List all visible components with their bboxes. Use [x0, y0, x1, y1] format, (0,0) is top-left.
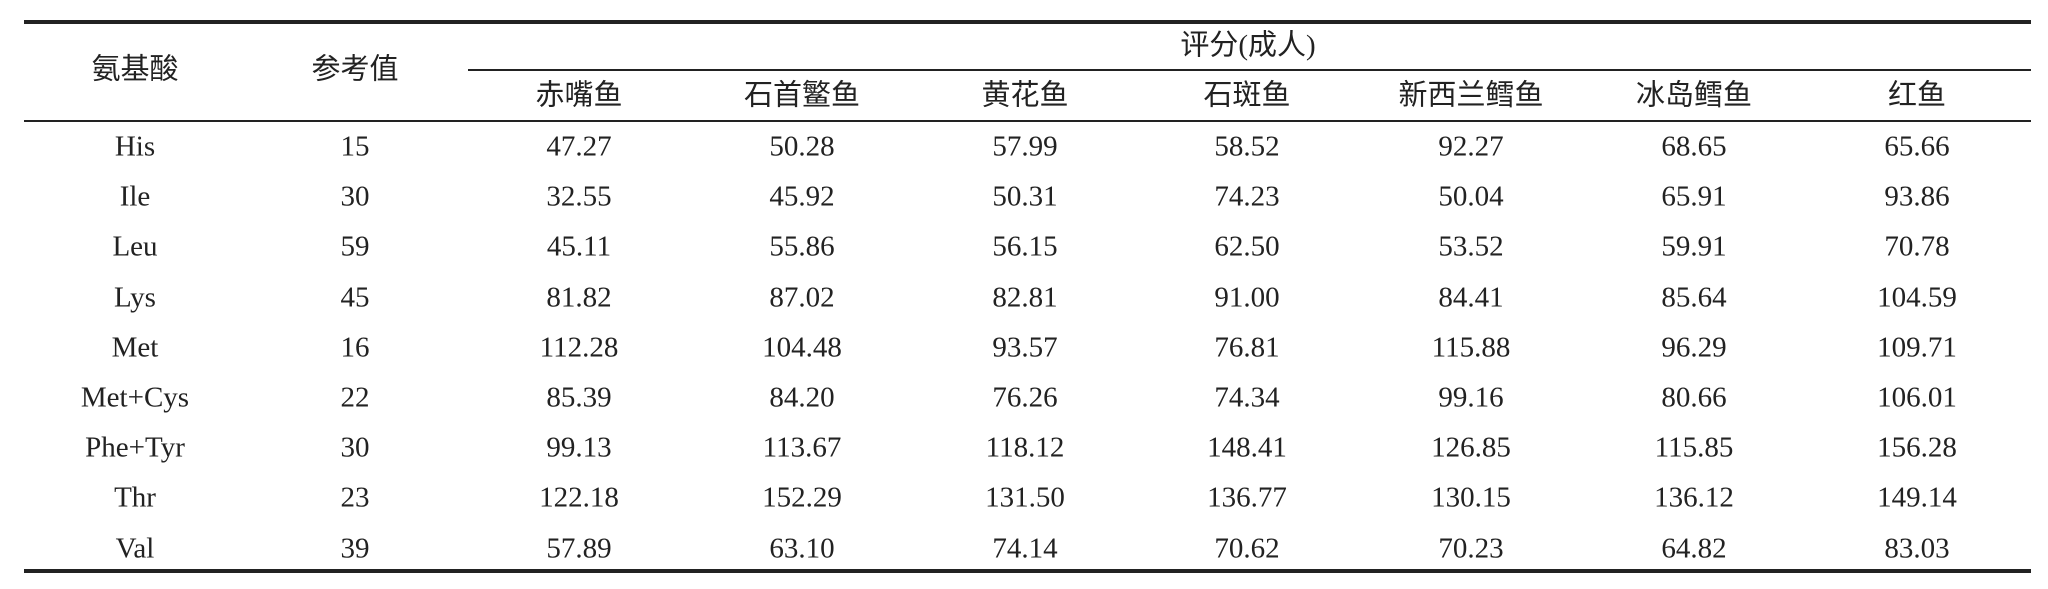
table-cell: 65.66	[1884, 130, 1950, 163]
table-cell: 80.66	[1661, 381, 1727, 414]
table-cell: 122.18	[539, 481, 619, 514]
table-cell: Met+Cys	[80, 381, 190, 414]
table-cell: 92.27	[1438, 130, 1504, 163]
table-cell: 104.59	[1877, 281, 1957, 314]
top-rule	[24, 20, 2031, 24]
header-cell: 冰岛鳕鱼	[1635, 79, 1753, 112]
table-cell: 23	[340, 481, 370, 514]
table-cell: 115.85	[1654, 431, 1734, 464]
table-cell: 96.29	[1661, 331, 1727, 364]
table-cell: 106.01	[1877, 381, 1957, 414]
group-header: 评分(成人)	[1180, 29, 1316, 62]
table-cell: 84.41	[1438, 281, 1504, 314]
table-cell: 136.77	[1207, 481, 1287, 514]
table-cell: 47.27	[546, 130, 612, 163]
table-cell: Ile	[119, 180, 151, 213]
table-cell: 22	[340, 381, 370, 414]
table-cell: 87.02	[769, 281, 835, 314]
table-cell: 126.85	[1431, 431, 1511, 464]
table-cell: 32.55	[546, 180, 612, 213]
table-cell: 63.10	[769, 532, 835, 565]
table-cell: 130.15	[1431, 481, 1511, 514]
table-cell: 53.52	[1438, 230, 1504, 263]
table-cell: 99.16	[1438, 381, 1504, 414]
table-cell: 91.00	[1214, 281, 1280, 314]
table-cell: 115.88	[1431, 331, 1511, 364]
table-cell: 56.15	[992, 230, 1058, 263]
header-cell: 新西兰鳕鱼	[1398, 79, 1544, 112]
header-cell: 红鱼	[1887, 79, 1947, 112]
table-cell: 64.82	[1661, 532, 1727, 565]
header-cell: 黄花鱼	[981, 79, 1069, 112]
group-rule	[468, 69, 2031, 71]
table-cell: 70.62	[1214, 532, 1280, 565]
table-cell: 104.48	[762, 331, 842, 364]
header-cell: 赤嘴鱼	[535, 79, 623, 112]
table-cell: 93.86	[1884, 180, 1950, 213]
table-cell: 59	[340, 230, 370, 263]
table-cell: 30	[340, 180, 370, 213]
table-cell: 70.78	[1884, 230, 1950, 263]
table-cell: 57.89	[546, 532, 612, 565]
table-cell: 45	[340, 281, 370, 314]
table-cell: 16	[340, 331, 370, 364]
table-cell: 50.28	[769, 130, 835, 163]
table-cell: 82.81	[992, 281, 1058, 314]
table-cell: 15	[340, 130, 370, 163]
table-cell: 39	[340, 532, 370, 565]
bottom-rule	[24, 569, 2031, 573]
table-cell: 112.28	[539, 331, 619, 364]
table-cell: 74.34	[1214, 381, 1280, 414]
table-cell: 70.23	[1438, 532, 1504, 565]
table-cell: Lys	[114, 281, 156, 314]
table-cell: 99.13	[546, 431, 612, 464]
table-cell: 136.12	[1654, 481, 1734, 514]
header-cell: 参考值	[311, 53, 399, 86]
table-cell: 84.20	[769, 381, 835, 414]
table-cell: 113.67	[762, 431, 842, 464]
table-cell: 55.86	[769, 230, 835, 263]
header-cell: 氨基酸	[91, 53, 179, 86]
table-cell: 76.81	[1214, 331, 1280, 364]
table-cell: 156.28	[1877, 431, 1957, 464]
table-cell: 62.50	[1214, 230, 1280, 263]
table-cell: 131.50	[985, 481, 1065, 514]
table-cell: 50.31	[992, 180, 1058, 213]
header-cell: 石首鳘鱼	[743, 79, 861, 112]
table-cell: Phe+Tyr	[85, 431, 185, 464]
table-cell: Val	[115, 532, 155, 565]
table-cell: 65.91	[1661, 180, 1727, 213]
table-cell: 76.26	[992, 381, 1058, 414]
table-cell: 57.99	[992, 130, 1058, 163]
table-cell: Met	[111, 331, 159, 364]
table-cell: 148.41	[1207, 431, 1287, 464]
table-cell: 109.71	[1877, 331, 1957, 364]
table-cell: 149.14	[1877, 481, 1957, 514]
table-cell: Leu	[112, 230, 158, 263]
table-cell: 74.23	[1214, 180, 1280, 213]
table-cell: Thr	[114, 481, 156, 514]
header-cell: 石斑鱼	[1203, 79, 1291, 112]
table-cell: His	[114, 130, 156, 163]
table-cell: 85.39	[546, 381, 612, 414]
table-cell: 50.04	[1438, 180, 1504, 213]
header-rule	[24, 120, 2031, 122]
table-cell: 59.91	[1661, 230, 1727, 263]
table-cell: 81.82	[546, 281, 612, 314]
table-cell: 45.92	[769, 180, 835, 213]
table-cell: 45.11	[546, 230, 612, 263]
table-cell: 30	[340, 431, 370, 464]
table-cell: 74.14	[992, 532, 1058, 565]
table-cell: 68.65	[1661, 130, 1727, 163]
table-cell: 93.57	[992, 331, 1058, 364]
table-cell: 83.03	[1884, 532, 1950, 565]
table-cell: 85.64	[1661, 281, 1727, 314]
table-cell: 118.12	[985, 431, 1065, 464]
table-cell: 152.29	[762, 481, 842, 514]
table-cell: 58.52	[1214, 130, 1280, 163]
